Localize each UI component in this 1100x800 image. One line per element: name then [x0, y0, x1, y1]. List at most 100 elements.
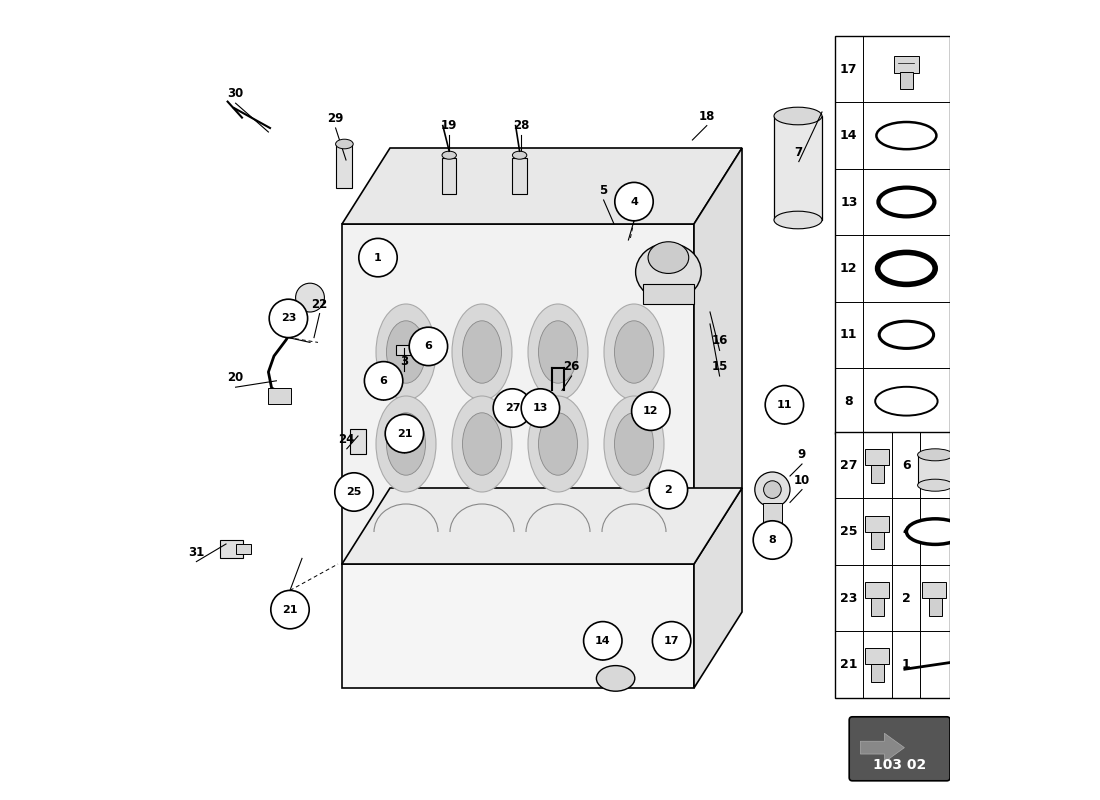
Circle shape [385, 414, 424, 453]
Ellipse shape [452, 396, 512, 492]
Circle shape [631, 392, 670, 430]
Circle shape [364, 362, 403, 400]
Bar [865, 515, 889, 531]
Circle shape [409, 327, 448, 366]
Bar [928, 598, 942, 615]
Text: 13: 13 [840, 195, 858, 209]
Text: 16: 16 [712, 334, 728, 347]
Text: 12: 12 [644, 406, 659, 416]
Ellipse shape [648, 242, 689, 274]
Bar [917, 454, 953, 485]
Text: 23: 23 [280, 314, 296, 323]
Ellipse shape [386, 413, 426, 475]
Polygon shape [694, 148, 743, 564]
Text: 27: 27 [840, 458, 858, 472]
Bar [865, 648, 889, 664]
Ellipse shape [774, 211, 822, 229]
Text: 3: 3 [400, 355, 408, 368]
Circle shape [952, 654, 967, 668]
Circle shape [754, 521, 792, 559]
Ellipse shape [604, 396, 664, 492]
Bar [871, 664, 884, 682]
Text: 4: 4 [630, 197, 638, 206]
Text: 31: 31 [188, 546, 205, 558]
Circle shape [271, 590, 309, 629]
Bar [236, 544, 251, 554]
Bar [923, 582, 946, 598]
Ellipse shape [442, 151, 456, 159]
Ellipse shape [879, 321, 934, 349]
Bar [513, 158, 527, 194]
Text: 13: 13 [532, 403, 548, 413]
Bar [396, 345, 428, 355]
Bar [762, 503, 782, 526]
Ellipse shape [452, 304, 512, 400]
Bar [220, 540, 243, 558]
Text: 23: 23 [840, 591, 858, 605]
Text: a passion: a passion [340, 526, 551, 594]
Ellipse shape [879, 187, 934, 216]
Circle shape [493, 389, 531, 427]
Text: 14: 14 [840, 129, 858, 142]
Text: 21: 21 [397, 429, 412, 438]
Ellipse shape [917, 479, 953, 491]
Ellipse shape [615, 413, 653, 475]
Text: 19: 19 [441, 119, 458, 132]
Ellipse shape [528, 304, 588, 400]
Text: 10: 10 [794, 474, 810, 486]
Ellipse shape [513, 151, 527, 159]
Text: 30: 30 [228, 87, 244, 100]
Text: 7: 7 [794, 146, 803, 158]
Ellipse shape [539, 321, 578, 383]
Circle shape [755, 472, 790, 507]
Text: 27: 27 [505, 403, 520, 413]
Text: 4: 4 [902, 525, 911, 538]
Text: 11: 11 [840, 328, 858, 342]
Circle shape [766, 386, 804, 424]
Text: 8: 8 [769, 535, 777, 545]
Circle shape [763, 481, 781, 498]
Ellipse shape [876, 387, 937, 416]
Text: 25: 25 [346, 487, 362, 497]
Text: 22: 22 [311, 298, 328, 310]
Bar [871, 465, 884, 482]
Text: 17: 17 [664, 636, 680, 646]
Text: 103 02: 103 02 [873, 758, 926, 772]
Ellipse shape [528, 396, 588, 492]
Text: 17: 17 [840, 62, 858, 76]
Text: 24: 24 [339, 433, 355, 446]
Bar [268, 388, 290, 404]
Ellipse shape [596, 666, 635, 691]
Text: 5: 5 [600, 184, 607, 197]
Text: 6: 6 [902, 458, 911, 472]
Text: 11: 11 [777, 400, 792, 410]
Circle shape [615, 182, 653, 221]
Bar [350, 429, 366, 454]
Polygon shape [694, 488, 743, 688]
Bar [865, 450, 889, 465]
Text: 6: 6 [379, 376, 387, 386]
Ellipse shape [917, 449, 953, 461]
Text: 2: 2 [902, 591, 911, 605]
Bar [337, 144, 352, 188]
Bar [442, 158, 456, 194]
Polygon shape [342, 224, 694, 564]
Circle shape [584, 622, 621, 660]
Ellipse shape [906, 518, 964, 544]
Bar [642, 284, 694, 304]
Text: 8: 8 [845, 394, 854, 408]
Ellipse shape [877, 122, 936, 149]
Circle shape [652, 622, 691, 660]
Ellipse shape [615, 321, 653, 383]
Bar [774, 116, 822, 220]
Ellipse shape [774, 107, 822, 125]
Ellipse shape [376, 396, 436, 492]
Text: 9: 9 [798, 448, 806, 461]
Ellipse shape [878, 253, 935, 284]
Text: europ: europ [348, 334, 592, 434]
Ellipse shape [539, 413, 578, 475]
Text: 29: 29 [328, 112, 344, 125]
Circle shape [359, 238, 397, 277]
Polygon shape [860, 734, 904, 762]
Circle shape [270, 299, 308, 338]
